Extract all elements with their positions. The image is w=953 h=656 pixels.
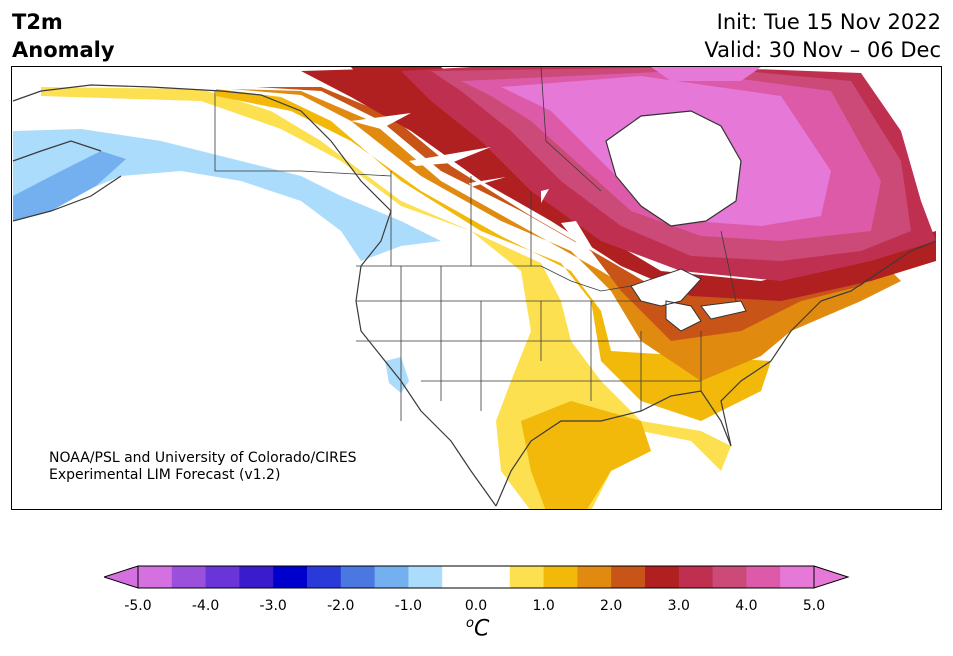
hudson-bay bbox=[605, 110, 742, 227]
anomaly-map bbox=[11, 66, 942, 510]
colorbar-swatch bbox=[273, 566, 308, 588]
colorbar-frame bbox=[137, 565, 815, 589]
colorbar-tick-label: 5.0 bbox=[802, 598, 826, 614]
colorbar-swatch bbox=[746, 566, 781, 588]
colorbar-tick-label: -4.0 bbox=[191, 598, 220, 614]
colorbar-swatch bbox=[645, 566, 680, 588]
anomaly-gap bbox=[351, 113, 593, 251]
units-label: oC bbox=[466, 616, 489, 641]
init-date: Init: Tue 15 Nov 2022 bbox=[716, 10, 941, 34]
colorbar-swatch bbox=[611, 566, 646, 588]
anomaly-region-pale-yellow bbox=[41, 87, 731, 509]
colorbar-swatch bbox=[374, 566, 409, 588]
data-credit: NOAA/PSL and University of Colorado/CIRE… bbox=[49, 450, 357, 484]
colorbar-swatch bbox=[712, 566, 747, 588]
map-title: T2m Anomaly bbox=[12, 8, 115, 64]
colorbar-under-arrow bbox=[104, 565, 139, 589]
title-line-1: T2m bbox=[12, 10, 63, 34]
title-line-2: Anomaly bbox=[12, 38, 115, 62]
credit-line-2: Experimental LIM Forecast (v1.2) bbox=[49, 467, 281, 483]
credit-line-1: NOAA/PSL and University of Colorado/CIRE… bbox=[49, 450, 357, 466]
colorbar-tick-label: -2.0 bbox=[327, 598, 355, 614]
political-borders bbox=[214, 67, 737, 421]
forecast-dates: Init: Tue 15 Nov 2022 Valid: 30 Nov – 06… bbox=[704, 8, 941, 64]
anomaly-region-red bbox=[301, 67, 936, 301]
colorbar-swatch bbox=[171, 566, 207, 588]
colorbar-swatch bbox=[408, 566, 443, 588]
colorbar-tick-label: 2.0 bbox=[600, 598, 623, 614]
anomaly-region-blue bbox=[13, 151, 126, 221]
colorbar-swatch bbox=[476, 566, 511, 588]
colorbar-swatch bbox=[543, 566, 578, 588]
colorbar-swatch bbox=[678, 566, 714, 588]
colorbar-swatch bbox=[138, 566, 173, 588]
valid-date: Valid: 30 Nov – 06 Dec bbox=[704, 38, 941, 62]
colorbar-swatch bbox=[340, 566, 376, 588]
units-celsius: C bbox=[473, 616, 490, 642]
colorbar-tick-label: -1.0 bbox=[394, 598, 423, 614]
colorbar-swatch bbox=[509, 566, 545, 588]
colorbar-swatch bbox=[307, 566, 342, 588]
colorbar-tick-label: -5.0 bbox=[124, 598, 152, 614]
colorbar-swatch bbox=[577, 566, 612, 588]
colorbar-tick-label: 0.0 bbox=[464, 598, 488, 614]
colorbar-swatch bbox=[780, 566, 815, 588]
colorbar-swatch bbox=[205, 566, 240, 588]
colorbar-over-arrow bbox=[813, 565, 850, 589]
colorbar-swatch bbox=[442, 566, 477, 588]
colorbar-swatch bbox=[239, 566, 274, 588]
map-canvas bbox=[12, 67, 937, 509]
colorbar-tick-label: 1.0 bbox=[532, 598, 555, 614]
colorbar bbox=[104, 565, 850, 589]
colorbar-tick-label: -3.0 bbox=[259, 598, 287, 614]
colorbar-tick-label: 3.0 bbox=[667, 598, 690, 614]
coastlines bbox=[12, 84, 937, 507]
units-degree: o bbox=[466, 616, 474, 631]
colorbar-tick-label: 4.0 bbox=[735, 598, 758, 614]
